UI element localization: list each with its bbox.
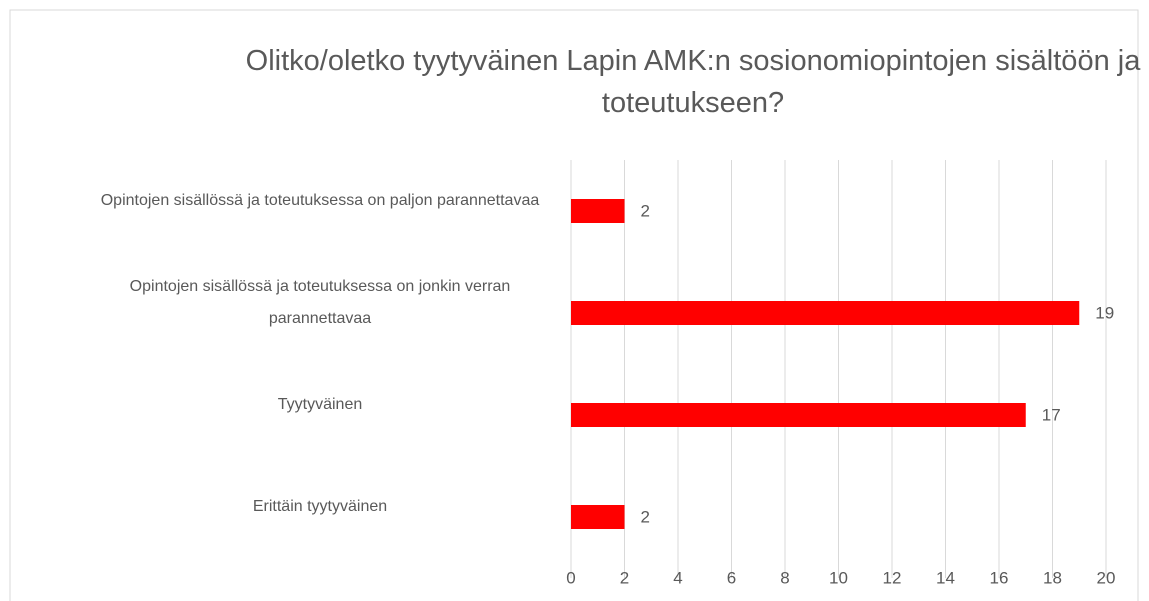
x-tick-label: 8 — [780, 568, 789, 587]
x-tick-label: 16 — [990, 568, 1009, 587]
x-tick-label: 12 — [883, 568, 902, 587]
chart-border — [9, 9, 1139, 601]
x-tick-label: 6 — [727, 568, 736, 587]
x-tick-label: 20 — [1097, 568, 1116, 587]
data-label: 17 — [1042, 405, 1061, 424]
bar — [571, 505, 625, 529]
x-tick-label: 14 — [936, 568, 955, 587]
data-label: 2 — [641, 201, 650, 220]
x-tick-label: 4 — [673, 568, 682, 587]
data-label: 2 — [641, 507, 650, 526]
bar — [571, 199, 625, 223]
x-tick-label: 0 — [566, 568, 575, 587]
bar — [571, 301, 1080, 325]
chart-title: Olitko/oletko tyytyväinen Lapin AMK:n so… — [245, 45, 1141, 119]
y-tick-label: Tyytyväinen — [277, 396, 363, 413]
y-tick-label: Opintojen sisällössä ja toteutuksessa on… — [129, 278, 511, 327]
x-tick-label: 18 — [1043, 568, 1062, 587]
y-tick-label: Opintojen sisällössä ja toteutuksessa on… — [100, 192, 540, 209]
y-tick-label: Erittäin tyytyväinen — [252, 498, 388, 515]
bar — [571, 403, 1026, 427]
x-tick-label: 2 — [620, 568, 629, 587]
x-tick-label: 10 — [829, 568, 848, 587]
data-label: 19 — [1095, 303, 1114, 322]
